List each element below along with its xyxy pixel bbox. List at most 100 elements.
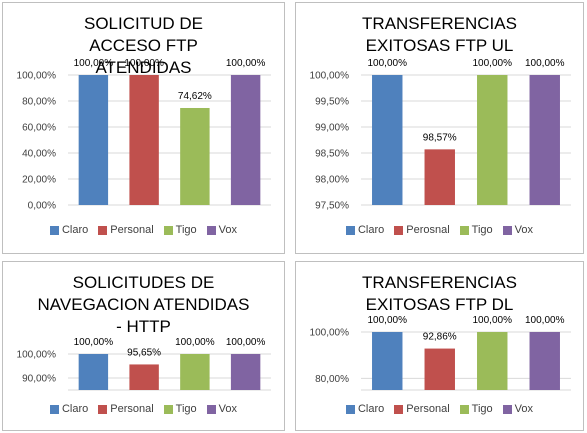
legend-label: Claro <box>357 403 385 415</box>
data-label: 100,00% <box>473 58 513 69</box>
bar-tigo <box>477 75 508 205</box>
chart-title: TRANSFERENCIAS EXITOSAS FTP DL <box>362 273 517 314</box>
chart-panel-http: SOLICITUDES DE NAVEGACION ATENDIDAS - HT… <box>2 261 285 431</box>
bar-personal <box>129 364 159 390</box>
chart-panel-ftp-dl: TRANSFERENCIAS EXITOSAS FTP DL 80,00% 100… <box>295 261 584 431</box>
chart-title: TRANSFERENCIAS EXITOSAS FTP UL <box>362 14 517 55</box>
legend-label: Tigo <box>471 403 493 415</box>
legend-item-tigo: Tigo <box>459 403 493 415</box>
legend-item-tigo: Tigo <box>459 224 493 236</box>
legend-swatch <box>49 404 59 414</box>
legend-swatch <box>459 225 469 235</box>
bar-vox <box>230 75 261 205</box>
legend-item-claro: Claro <box>49 224 89 236</box>
data-label: 100,00% <box>226 58 266 69</box>
data-label: 100,00% <box>124 58 164 69</box>
bar-vox <box>529 75 560 205</box>
legend-label: Claro <box>61 224 89 236</box>
legend-label: Personal <box>406 403 450 415</box>
data-label: 98,57% <box>423 132 457 143</box>
y-tick-label: 97,50% <box>315 201 349 212</box>
legend-label: Vox <box>218 403 238 415</box>
chart-panel-ftp-ul: TRANSFERENCIAS EXITOSAS FTP UL 97,50% 98,… <box>295 2 584 254</box>
legend-swatch <box>206 225 216 235</box>
legend-item-claro: Claro <box>345 224 384 236</box>
bar-chart-http: 90,00% 100,00% 100,00% 95,65% 100,00% 100,00% <box>17 337 271 391</box>
data-label: 100,00% <box>525 58 565 69</box>
bar-claro <box>372 332 403 390</box>
legend-swatch <box>394 225 404 235</box>
bar-claro <box>78 75 109 205</box>
y-tick-label: 100,00% <box>310 328 350 339</box>
data-label: 100,00% <box>473 315 513 326</box>
bar-tigo <box>180 107 210 205</box>
legend-label: Personal <box>110 403 154 415</box>
y-tick-label: 20,00% <box>22 175 56 186</box>
legend-swatch <box>459 404 469 414</box>
legend-swatch <box>163 225 173 235</box>
bar-tigo <box>477 332 508 390</box>
legend-swatch <box>394 404 404 414</box>
y-tick-label: 90,00% <box>22 374 56 385</box>
legend-swatch <box>98 404 108 414</box>
y-tick-label: 80,00% <box>315 374 349 385</box>
bar-vox <box>529 332 560 390</box>
legend-swatch <box>163 404 173 414</box>
legend-swatch <box>345 404 355 414</box>
legend-label: Vox <box>218 224 238 236</box>
legend-item-personal: Personal <box>394 403 450 415</box>
legend-label: Claro <box>61 403 89 415</box>
y-tick-label: 99,50% <box>315 97 349 108</box>
bar-claro <box>372 75 403 205</box>
legend-item-personal: Personal <box>98 224 154 236</box>
legend-swatch <box>49 225 59 235</box>
data-label: 100,00% <box>226 337 266 348</box>
legend-label: Personal <box>110 224 154 236</box>
data-label: 74,62% <box>178 91 212 102</box>
data-label: 92,86% <box>423 332 457 343</box>
legend-label: Tigo <box>175 403 197 415</box>
legend-item-perosnal: Perosnal <box>394 224 450 236</box>
legend-item-claro: Claro <box>49 403 89 415</box>
chart-legend: Claro Personal Tigo Vox <box>3 403 284 415</box>
y-tick-label: 100,00% <box>17 71 57 82</box>
chart-legend: Claro Personal Tigo Vox <box>296 403 583 415</box>
legend-item-vox: Vox <box>502 403 533 415</box>
legend-swatch <box>345 225 355 235</box>
y-tick-label: 0,00% <box>28 201 56 212</box>
y-tick-label: 80,00% <box>22 97 56 108</box>
y-tick-label: 60,00% <box>22 123 56 134</box>
legend-swatch <box>502 225 512 235</box>
legend-label: Tigo <box>175 224 197 236</box>
legend-swatch <box>206 404 216 414</box>
chart-title: SOLICITUD DE ACCESO FTP ATENDIDAS <box>83 14 204 77</box>
y-tick-label: 99,00% <box>315 123 349 134</box>
chart-title: SOLICITUDES DE NAVEGACION ATENDIDAS - HT… <box>37 273 250 336</box>
legend-item-personal: Personal <box>98 403 154 415</box>
legend-item-claro: Claro <box>345 403 385 415</box>
bar-vox <box>230 354 261 390</box>
legend-item-vox: Vox <box>206 224 238 236</box>
legend-item-vox: Vox <box>206 403 238 415</box>
chart-legend: Claro Perosnal Tigo Vox <box>296 224 583 236</box>
data-label: 100,00% <box>175 337 215 348</box>
data-label: 100,00% <box>74 337 114 348</box>
data-label: 95,65% <box>127 347 161 358</box>
bar-personal <box>424 348 455 390</box>
data-label: 100,00% <box>525 315 565 326</box>
bar-chart-ftp-dl: 80,00% 100,00% 100,00% 92,86% 100,00% 100,00% <box>310 315 571 391</box>
y-tick-label: 100,00% <box>17 350 57 361</box>
legend-item-vox: Vox <box>502 224 534 236</box>
y-tick-label: 98,50% <box>315 149 349 160</box>
data-label: 100,00% <box>368 58 408 69</box>
y-tick-label: 98,00% <box>315 175 349 186</box>
data-label: 100,00% <box>368 315 408 326</box>
y-tick-label: 40,00% <box>22 149 56 160</box>
legend-label: Perosnal <box>406 224 450 236</box>
bar-tigo <box>180 354 210 390</box>
legend-label: Vox <box>514 224 534 236</box>
bar-claro <box>78 354 109 390</box>
y-tick-label: 100,00% <box>310 71 350 82</box>
chart-panel-ftp-access: SOLICITUD DE ACCESO FTP ATENDIDAS 0,00% 2… <box>2 2 285 254</box>
legend-item-tigo: Tigo <box>163 403 197 415</box>
